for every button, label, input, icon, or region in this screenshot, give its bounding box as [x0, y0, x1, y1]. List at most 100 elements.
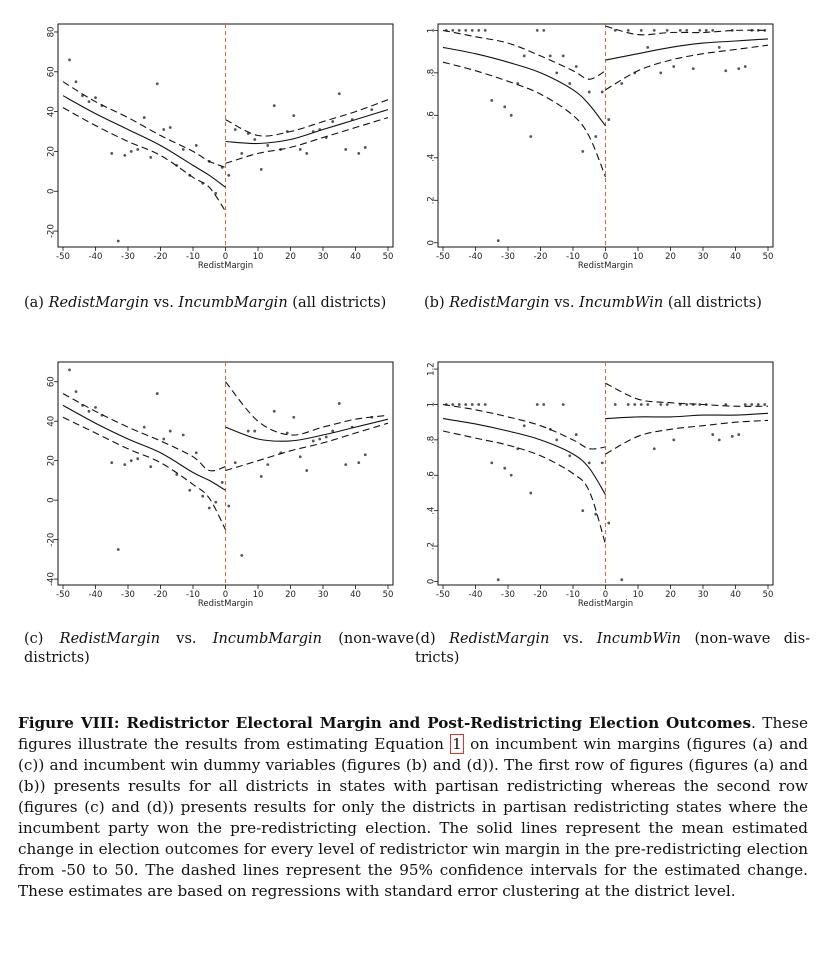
y-tick-label: .2	[427, 196, 437, 204]
data-point	[639, 403, 643, 406]
data-point	[548, 54, 552, 58]
x-tick-label: -40	[469, 252, 483, 262]
y-tick-label: 60	[47, 66, 57, 77]
data-point	[305, 469, 309, 472]
caption-b-vs: vs.	[554, 295, 575, 311]
data-point	[503, 466, 507, 470]
data-point	[509, 113, 513, 117]
data-point	[756, 403, 760, 406]
right-mean-line	[225, 109, 389, 145]
data-point	[652, 28, 656, 32]
data-point	[522, 424, 526, 428]
data-point	[451, 28, 455, 32]
left-upper-ci-line	[442, 403, 606, 450]
data-point	[214, 191, 218, 195]
caption-b-rest: (all districts)	[667, 295, 762, 311]
x-tick-label: 40	[730, 252, 741, 262]
data-point	[246, 429, 250, 433]
caption-c-x: RedistMargin	[59, 631, 161, 647]
data-point	[607, 118, 611, 121]
x-tick-label: 0	[603, 590, 608, 600]
y-tick-label: .4	[427, 154, 437, 162]
data-point	[227, 504, 231, 508]
y-tick-label: 1.2	[427, 362, 437, 376]
data-point	[142, 116, 146, 119]
data-point	[600, 90, 604, 94]
data-point	[574, 65, 578, 68]
data-point	[568, 82, 572, 85]
x-tick-label: -30	[501, 590, 515, 600]
x-axis-label: RedistMargin	[198, 599, 253, 609]
chart-d-panel: -50 -40 -30 -20 -10 0 10 20 30 40 50 0 .2 .4 .6 .8 1 1.2 R…	[418, 356, 788, 611]
data-point	[285, 431, 289, 435]
data-point	[756, 28, 760, 32]
data-point	[220, 480, 224, 484]
data-point	[477, 28, 481, 32]
x-tick-label: 0	[603, 252, 608, 262]
data-point	[240, 152, 244, 155]
right-upper-ci-line	[605, 25, 769, 36]
y-tick-label: 0	[47, 189, 57, 194]
x-axis-label: RedistMargin	[198, 261, 253, 271]
data-point	[168, 126, 172, 129]
data-point	[691, 67, 695, 70]
caption-d-rest1: (non-wave dis-	[694, 631, 811, 647]
caption-d-label: (d)	[415, 631, 436, 647]
chart-c-panel: -50 -40 -30 -20 -10 0 10 20 30 40 50 -40 -20 0 20 40 60 R…	[38, 356, 408, 611]
data-point	[259, 167, 263, 171]
caption-d-y: IncumbWin	[596, 631, 681, 647]
y-tick-label: .8	[427, 436, 437, 444]
data-point	[464, 403, 468, 406]
data-point	[318, 437, 322, 441]
x-tick-label: 40	[350, 252, 361, 262]
data-point	[711, 28, 715, 32]
figure-caption: Figure VIII: Redistrictor Electoral Marg…	[18, 713, 808, 902]
caption-c: (c) RedistMargin vs. IncumbMargin (non-w…	[24, 630, 414, 668]
x-tick-label: 0	[223, 590, 228, 600]
data-point	[136, 148, 140, 151]
data-point	[704, 28, 708, 32]
data-point	[201, 494, 205, 498]
caption-c-rest1: (non-wave	[338, 631, 415, 647]
data-point	[87, 100, 91, 104]
left-mean-line	[62, 404, 226, 491]
left-lower-ci-line	[442, 61, 607, 178]
caption-c-vs: vs.	[176, 631, 197, 647]
x-tick-label: 20	[665, 590, 676, 600]
x-tick-label: -10	[186, 252, 200, 262]
equation-ref-link[interactable]: 1	[450, 734, 464, 754]
data-point	[214, 500, 218, 504]
data-point	[74, 80, 78, 84]
data-point	[529, 491, 533, 495]
data-point	[194, 451, 198, 455]
data-point	[331, 429, 335, 433]
data-point	[717, 438, 721, 442]
data-point	[324, 435, 328, 439]
data-point	[149, 156, 153, 159]
x-tick-label: 30	[698, 590, 709, 600]
caption-a-vs: vs.	[153, 295, 174, 311]
y-tick-label: .4	[427, 507, 437, 515]
data-point	[74, 390, 78, 394]
data-point	[370, 108, 374, 112]
data-point	[477, 403, 481, 406]
x-tick-label: -20	[534, 252, 548, 262]
x-tick-label: 50	[383, 590, 394, 600]
x-tick-label: -10	[186, 590, 200, 600]
data-point	[743, 65, 747, 68]
data-point	[581, 150, 585, 153]
data-point	[607, 521, 611, 525]
data-point	[470, 403, 474, 406]
data-point	[561, 54, 565, 58]
y-tick-label: 40	[47, 416, 57, 427]
data-point	[181, 433, 185, 437]
y-tick-label: .2	[427, 542, 437, 550]
data-point	[613, 403, 617, 406]
x-tick-label: 0	[223, 252, 228, 262]
x-tick-label: -50	[56, 590, 70, 600]
data-point	[155, 392, 159, 395]
data-point	[259, 475, 263, 478]
data-point	[337, 92, 341, 96]
data-point	[659, 403, 663, 406]
data-point	[87, 409, 91, 413]
